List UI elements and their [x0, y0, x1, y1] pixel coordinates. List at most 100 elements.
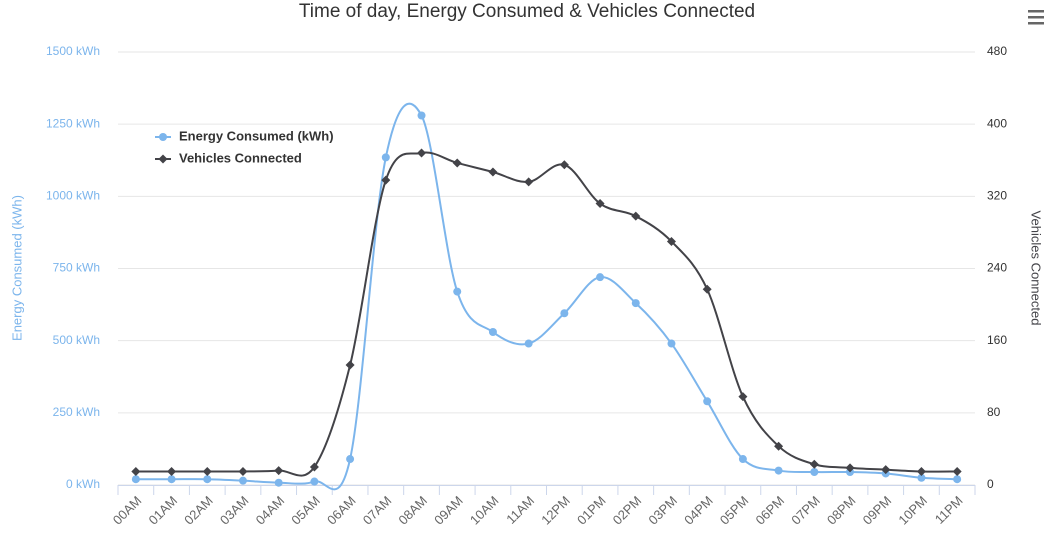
point: [417, 111, 426, 120]
point: [167, 475, 176, 484]
chart-title: Time of day, Energy Consumed & Vehicles …: [299, 1, 755, 22]
x-tick-label: 10PM: [895, 493, 930, 528]
point: [238, 476, 247, 485]
point: [202, 466, 212, 476]
point: [131, 475, 140, 484]
point: [309, 462, 319, 472]
x-tick-label: 11AM: [503, 493, 537, 527]
point: [452, 158, 462, 168]
y2-axis-title: Vehicles Connected: [1029, 211, 1044, 326]
menu-button[interactable]: [1027, 8, 1045, 25]
x-tick-label: 03AM: [217, 493, 252, 528]
series-line: [135, 102, 958, 491]
x-tick-label: 02PM: [610, 493, 645, 528]
point: [738, 392, 748, 402]
point: [917, 473, 926, 482]
series-line: [135, 151, 958, 477]
x-tick-label: 00AM: [110, 493, 145, 528]
point: [381, 175, 391, 185]
point: [488, 328, 497, 337]
point: [595, 199, 605, 209]
point: [345, 360, 355, 370]
y2-tick-label: 480: [987, 44, 1007, 58]
point: [774, 441, 784, 451]
y-tick-label: 0 kWh: [66, 477, 100, 491]
point: [845, 463, 855, 473]
point: [703, 397, 712, 406]
y-tick-label: 500 kWh: [53, 333, 100, 347]
point: [274, 478, 283, 487]
point: [953, 475, 962, 484]
x-tick-label: 08AM: [395, 493, 430, 528]
point: [417, 148, 427, 158]
point: [631, 211, 641, 221]
legend-item[interactable]: Vehicles Connected: [155, 150, 302, 165]
x-tick-label: 04PM: [681, 493, 716, 528]
x-tick-label: 05AM: [288, 493, 323, 528]
x-tick-label: 07AM: [360, 493, 395, 528]
point: [346, 455, 355, 464]
y2-tick-label: 320: [987, 189, 1007, 203]
x-tick-label: 04AM: [253, 493, 288, 528]
point: [774, 466, 783, 475]
y-tick-label: 1500 kWh: [46, 44, 100, 58]
y2-tick-label: 160: [987, 333, 1007, 347]
x-tick-label: 10AM: [467, 493, 502, 528]
y-tick-label: 250 kWh: [53, 405, 100, 419]
point: [381, 153, 390, 162]
y2-tick-label: 400: [987, 116, 1007, 130]
point: [916, 466, 926, 476]
x-tick-label: 03PM: [645, 493, 680, 528]
y-tick-label: 1250 kWh: [46, 116, 100, 130]
point: [203, 475, 212, 484]
point: [238, 466, 248, 476]
point: [667, 339, 676, 348]
y-axis-title: Energy Consumed (kWh): [9, 195, 24, 341]
x-tick-label: 01AM: [145, 493, 180, 528]
point: [738, 455, 747, 464]
point: [881, 465, 891, 475]
point: [596, 273, 605, 282]
point: [488, 167, 498, 177]
y2-tick-label: 240: [987, 261, 1007, 275]
legend-label: Energy Consumed (kWh): [179, 128, 334, 143]
point: [810, 468, 819, 477]
point: [666, 236, 676, 246]
x-tick-label: 09AM: [431, 493, 466, 528]
x-tick-label: 11PM: [932, 493, 966, 527]
y-tick-label: 750 kWh: [53, 261, 100, 275]
point: [559, 160, 569, 170]
x-tick-label: 02AM: [181, 493, 216, 528]
point: [453, 287, 462, 296]
x-tick-label: 01PM: [574, 493, 609, 528]
point: [702, 284, 712, 294]
point: [809, 459, 819, 469]
x-tick-label: 05PM: [717, 493, 752, 528]
menu-bar: [1028, 22, 1044, 25]
point: [952, 466, 962, 476]
point: [167, 466, 177, 476]
point: [560, 309, 569, 318]
x-tick-label: 09PM: [860, 493, 895, 528]
menu-bar: [1028, 10, 1044, 13]
y-tick-label: 1000 kWh: [46, 189, 100, 203]
point: [524, 177, 534, 187]
legend-marker: [158, 154, 168, 164]
y2-tick-label: 80: [987, 405, 1001, 419]
legend-item[interactable]: Energy Consumed (kWh): [155, 128, 334, 143]
legend-marker: [159, 133, 167, 141]
x-tick-label: 06AM: [324, 493, 359, 528]
x-tick-label: 12PM: [538, 493, 573, 528]
point: [274, 466, 284, 476]
legend-label: Vehicles Connected: [179, 150, 302, 165]
menu-bar: [1028, 16, 1044, 19]
point: [131, 466, 141, 476]
x-tick-label: 07PM: [788, 493, 823, 528]
y2-tick-label: 0: [987, 477, 994, 491]
x-tick-label: 08PM: [824, 493, 859, 528]
x-tick-label: 06PM: [753, 493, 788, 528]
point: [524, 339, 533, 348]
point: [631, 299, 640, 308]
point: [310, 477, 319, 486]
